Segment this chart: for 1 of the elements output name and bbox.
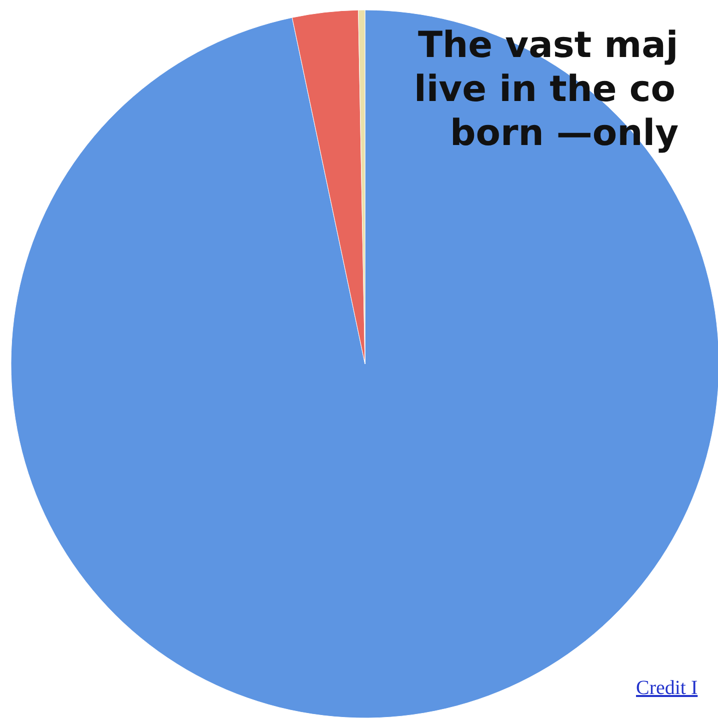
text: Credit I	[636, 677, 698, 699]
